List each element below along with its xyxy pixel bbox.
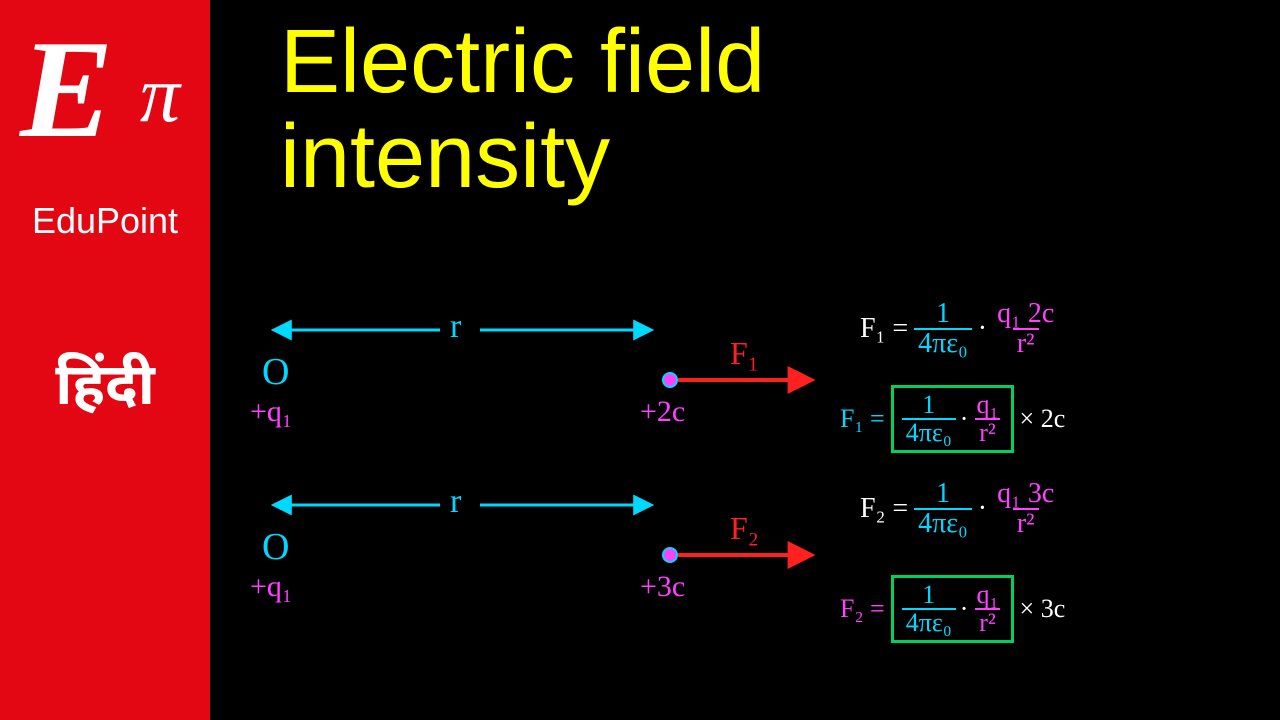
- r-label-2: r: [450, 483, 461, 521]
- hindi-label: हिंदी: [55, 352, 155, 428]
- eq4-box: 1 4πε₀ · q₁ r²: [891, 575, 1014, 643]
- brand-name: EduPoint: [32, 200, 178, 242]
- eq2-dot: ·: [960, 404, 969, 434]
- blackboard: r O +q₁ +2c F₁ r O +q₁ +3c F₂ F₁ = 1 4πε…: [220, 280, 1260, 700]
- eq2-frac1: 1 4πε₀: [902, 392, 956, 446]
- eq2-lhs: F₁ =: [840, 404, 885, 434]
- eq3-dot: ·: [978, 493, 987, 525]
- sidebar: E π EduPoint हिंदी: [0, 0, 210, 720]
- eq3-frac2: q₁ 3c r²: [993, 480, 1058, 538]
- eq2-frac2: q₁ r²: [972, 392, 1002, 446]
- title-line2: intensity: [280, 110, 765, 205]
- q-test-1: +2c: [640, 395, 685, 429]
- eq4-frac1: 1 4πε₀: [902, 582, 956, 636]
- eq3-lhs: F₂ =: [860, 493, 908, 525]
- eq1-lhs: F₁ =: [860, 313, 908, 345]
- page-title: Electric field intensity: [280, 15, 765, 204]
- equation-4: F₂ = 1 4πε₀ · q₁ r² × 3c: [840, 575, 1065, 643]
- eq3-frac1: 1 4πε₀: [914, 480, 972, 538]
- logo-e-letter: E: [20, 20, 113, 160]
- eq4-tail: × 3c: [1020, 594, 1066, 624]
- equation-1: F₁ = 1 4πε₀ · q₁ 2c r²: [860, 300, 1058, 358]
- equation-3: F₂ = 1 4πε₀ · q₁ 3c r²: [860, 480, 1058, 538]
- equation-2: F₁ = 1 4πε₀ · q₁ r² × 2c: [840, 385, 1065, 453]
- eq4-frac2: q₁ r²: [972, 582, 1002, 636]
- title-line1: Electric field: [280, 15, 765, 110]
- eq2-tail: × 2c: [1020, 404, 1066, 434]
- logo: E π: [20, 20, 190, 190]
- q-source-2: +q₁: [250, 570, 292, 604]
- origin-2: O: [262, 525, 289, 569]
- q-source-1: +q₁: [250, 395, 292, 429]
- eq1-frac1: 1 4πε₀: [914, 300, 972, 358]
- logo-pi-symbol: π: [140, 50, 180, 141]
- force-label-1: F₁: [730, 335, 759, 372]
- origin-1: O: [262, 350, 289, 394]
- eq1-frac2: q₁ 2c r²: [993, 300, 1058, 358]
- eq4-lhs: F₂ =: [840, 594, 885, 624]
- eq2-box: 1 4πε₀ · q₁ r²: [891, 385, 1014, 453]
- eq4-dot: ·: [960, 594, 969, 624]
- eq1-dot: ·: [978, 313, 987, 345]
- r-label-1: r: [450, 308, 461, 346]
- q-test-2: +3c: [640, 570, 685, 604]
- force-label-2: F₂: [730, 510, 759, 547]
